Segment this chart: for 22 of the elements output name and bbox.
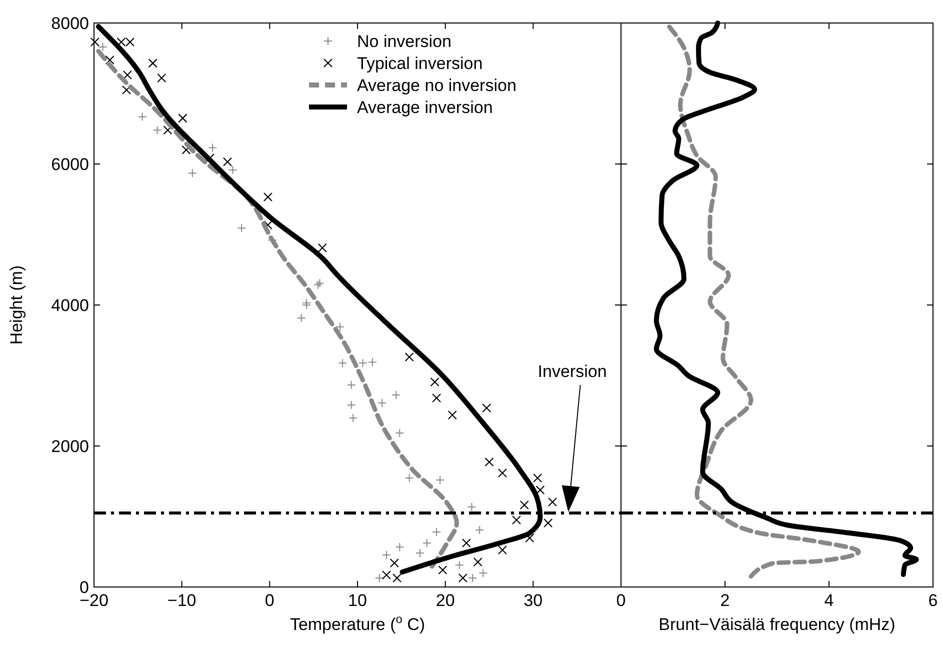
x-tick-label: 0 xyxy=(264,591,274,610)
y-tick-label: 4000 xyxy=(51,296,89,315)
y-tick-label: 2000 xyxy=(51,437,89,456)
y-tick-label: 0 xyxy=(80,578,89,597)
x-tick-label: 20 xyxy=(436,591,455,610)
x-axis-title: Brunt−Väisälä frequency (mHz) xyxy=(658,615,896,634)
x-tick-label: 30 xyxy=(524,591,543,610)
x-tick-label: 0 xyxy=(616,591,626,610)
x-axis-title: Temperature ($^{o}$ C) xyxy=(290,612,426,634)
legend-label: No inversion xyxy=(357,32,452,51)
x-tick-label: 10 xyxy=(348,591,367,610)
x-tick-label: 2 xyxy=(720,591,730,610)
y-tick-label: 6000 xyxy=(51,155,89,174)
legend-label: Average no inversion xyxy=(357,76,516,95)
x-tick-label: −10 xyxy=(167,591,196,610)
legend-label: Typical inversion xyxy=(357,54,483,73)
x-tick-label: 6 xyxy=(928,591,938,610)
annotation: Inversion xyxy=(538,362,607,381)
x-tick-label: 4 xyxy=(824,591,834,610)
y-axis-title: Height (m) xyxy=(7,265,26,345)
legend-label: Average inversion xyxy=(357,98,493,117)
y-tick-label: 8000 xyxy=(51,14,89,33)
